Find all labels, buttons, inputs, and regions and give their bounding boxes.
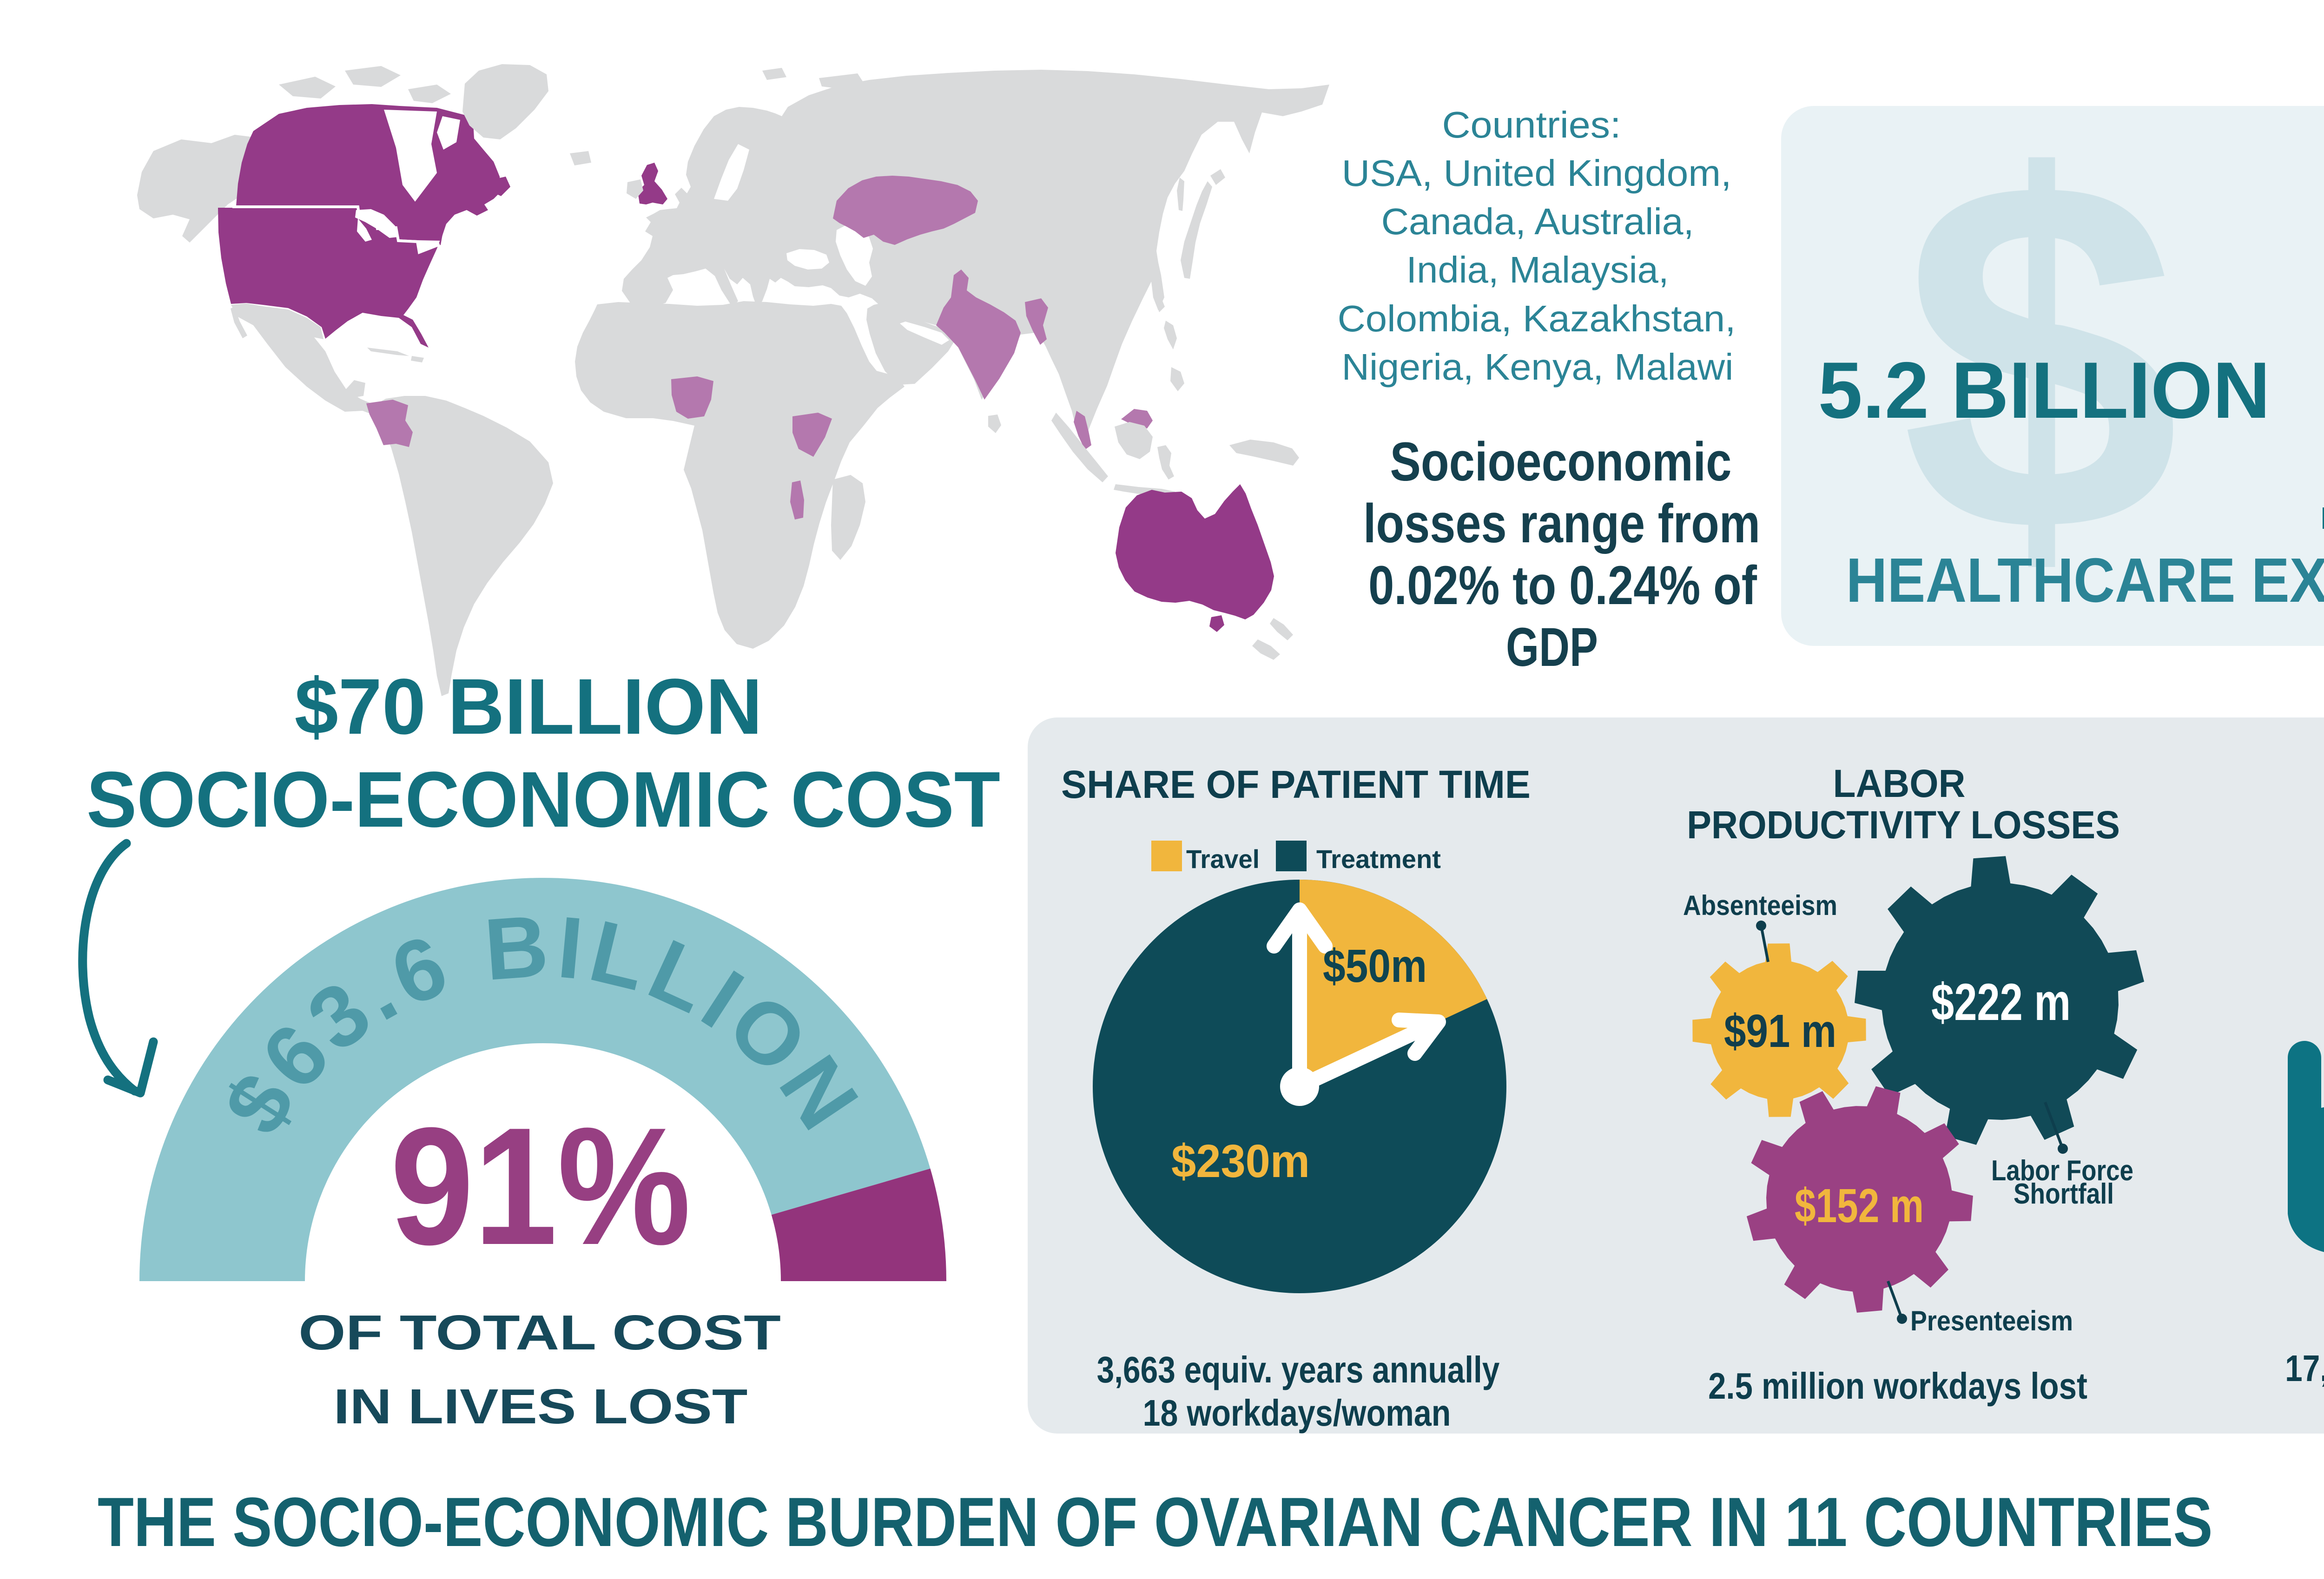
svg-text:$50m: $50m [1323,940,1427,992]
svg-text:Countries:: Countries: [1442,105,1621,145]
svg-text:$: $ [1901,75,2180,636]
svg-text:losses range from: losses range from [1363,493,1760,554]
svg-text:India, Malaysia,: India, Malaysia, [1406,250,1669,291]
svg-text:Absenteeism: Absenteeism [1683,890,1837,921]
svg-text:Canada, Australia,: Canada, Australia, [1381,201,1694,243]
svg-text:Nigeria, Kenya, Malawi: Nigeria, Kenya, Malawi [1342,346,1734,388]
svg-text:3,663 equiv. years annually: 3,663 equiv. years annually [1097,1349,1500,1391]
svg-text:$230m: $230m [1171,1135,1310,1187]
svg-text:0.02% to 0.24% of: 0.02% to 0.24% of [1368,555,1757,616]
svg-text:Travel: Travel [1186,844,1260,874]
svg-text:HEALTHCARE EXPENDITURE: HEALTHCARE EXPENDITURE [1846,546,2324,616]
svg-text:$91 m: $91 m [1724,1005,1836,1057]
svg-text:GDP: GDP [1506,617,1598,678]
svg-text:PRODUCTIVITY LOSSES: PRODUCTIVITY LOSSES [1687,803,2120,847]
svg-text:LABOR: LABOR [1833,762,1966,805]
svg-text:17,112 equiv. years annually: 17,112 equiv. years annually [2285,1348,2324,1389]
svg-text:$70 BILLION: $70 BILLION [295,662,763,750]
svg-text:Labor Force: Labor Force [1991,1155,2133,1187]
svg-text:5.2 BILLION: 5.2 BILLION [1818,346,2271,435]
svg-text:IN LIVES LOST: IN LIVES LOST [334,1379,748,1434]
svg-text:SOCIO-ECONOMIC COST: SOCIO-ECONOMIC COST [86,756,1000,844]
svg-text:USA, United Kingdom,: USA, United Kingdom, [1342,153,1732,194]
svg-text:$152 m: $152 m [1795,1179,1924,1232]
svg-text:18 workdays/woman: 18 workdays/woman [1143,1392,1451,1434]
svg-text:Shortfall: Shortfall [2014,1178,2114,1210]
svg-text:OF TOTAL COST: OF TOTAL COST [298,1305,781,1361]
svg-text:2.5 million workdays lost: 2.5 million workdays lost [1708,1365,2087,1407]
svg-text:Socioeconomic: Socioeconomic [1390,431,1732,493]
svg-text:Colombia, Kazakhstan,: Colombia, Kazakhstan, [1338,298,1736,340]
svg-text:$222 m: $222 m [1931,974,2071,1031]
svg-text:Treatment: Treatment [1316,844,1441,874]
svg-text:91%: 91% [390,1093,691,1280]
svg-text:Presenteeism: Presenteeism [1910,1305,2073,1336]
svg-text:THE SOCIO-ECONOMIC BURDEN OF O: THE SOCIO-ECONOMIC BURDEN OF OVARIAN CAN… [98,1483,2212,1561]
svg-text:SHARE OF PATIENT TIME: SHARE OF PATIENT TIME [1061,763,1531,806]
